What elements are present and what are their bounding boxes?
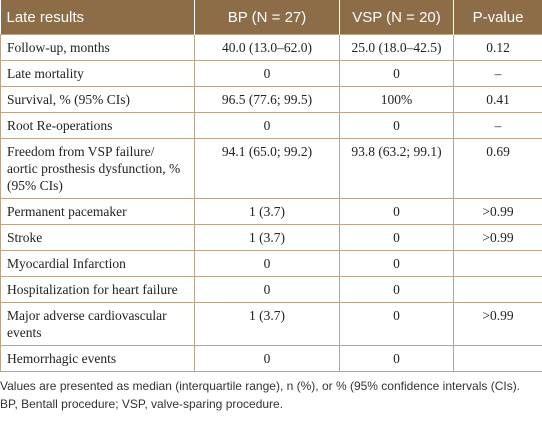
header-cell: BP (N = 27) [194,0,340,35]
cell: 0 [194,112,340,139]
table-row: Survival, % (95% CIs) 96.5 (77.6; 99.5) 10… [0,86,542,113]
table-row: Late mortality 0 0– [0,60,542,87]
header-cell: P-value [453,0,542,35]
cell [453,250,542,277]
header-row: Late results BP (N = 27) VSP (N = 20) P-val… [0,0,542,35]
table-row: Hospitalization for heart failure 0 0 [0,276,542,303]
cell: >0.99 [453,198,542,225]
table-row: Myocardial Infarction 0 0 [0,250,542,277]
cell: 93.8 (63.2; 99.1) [339,138,454,199]
cell: 0 [339,345,454,372]
row-label: Survival, % (95% CIs) [0,86,195,113]
cell [453,276,542,303]
cell: 0 [339,198,454,225]
table-row: Major adverse cardiovascular events 1 (3.… [0,302,542,346]
footnote: Values are presented as median (interqua… [0,379,521,411]
table-row: Root Re-operations 0 0– [0,112,542,139]
cell: >0.99 [453,224,542,251]
cell: 0 [194,345,340,372]
table-row: Follow-up, months 40.0 (13.0–62.0) 25.0 (1… [0,34,542,61]
cell: 1 (3.7) [194,224,340,251]
cell: 0 [194,250,340,277]
cell: 94.1 (65.0; 99.2) [194,138,340,199]
cell: 0 [339,250,454,277]
cell [453,345,542,372]
row-label: Freedom from VSP failure/ aortic prosthe… [0,138,195,199]
cell: 0 [339,302,454,346]
table-row: Permanent pacemaker 1 (3.7) 0 >0.99 [0,198,542,225]
row-label: Hemorrhagic events [0,345,195,372]
table-row: Stroke 1 (3.7) 0 >0.99 [0,224,542,251]
table-body: Follow-up, months 40.0 (13.0–62.0) 25.0 (1… [0,34,542,372]
cell: 25.0 (18.0–42.5) [339,34,454,61]
cell: 1 (3.7) [194,198,340,225]
row-label: Root Re-operations [0,112,195,139]
cell: – [453,112,542,139]
row-label: Permanent pacemaker [0,198,195,225]
row-label: Myocardial Infarction [0,250,195,277]
cell: 1 (3.7) [194,302,340,346]
cell: 40.0 (13.0–62.0) [194,34,340,61]
cell: 0 [194,60,340,87]
row-label: Major adverse cardiovascular events [0,302,195,346]
header-cell: VSP (N = 20) [339,0,454,35]
cell: 0.41 [453,86,542,113]
cell: – [453,60,542,87]
table-row: Freedom from VSP failure/ aortic prosthe… [0,138,542,199]
cell: 0.12 [453,34,542,61]
row-label: Stroke [0,224,195,251]
cell: 0 [339,112,454,139]
table-row: Hemorrhagic events 0 0 [0,345,542,372]
row-label: Late mortality [0,60,195,87]
cell: 0.69 [453,138,542,199]
results-table: Late results BP (N = 27) VSP (N = 20) P-val… [0,0,542,372]
cell: 100% [339,86,454,113]
cell: 96.5 (77.6; 99.5) [194,86,340,113]
cell: 0 [339,60,454,87]
cell: 0 [194,276,340,303]
row-label: Hospitalization for heart failure [0,276,195,303]
cell: 0 [339,224,454,251]
row-label: Follow-up, months [0,34,195,61]
cell: >0.99 [453,302,542,346]
header-cell: Late results [0,0,195,35]
cell: 0 [339,276,454,303]
